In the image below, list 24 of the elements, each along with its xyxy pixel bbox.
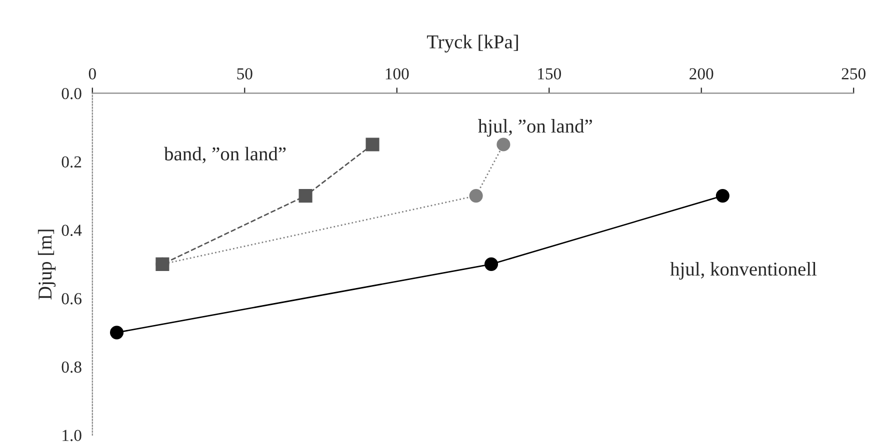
series-label: band, ”on land” bbox=[164, 146, 286, 164]
y-tick-label: 0.6 bbox=[62, 293, 82, 304]
x-tick-label: 100 bbox=[386, 68, 409, 80]
point bbox=[469, 189, 483, 203]
text: hjul, konventionell bbox=[670, 262, 817, 280]
x-tick-label: 200 bbox=[690, 68, 714, 80]
y-tick-label: 0.4 bbox=[62, 224, 82, 236]
y-tick-label: 1.0 bbox=[62, 430, 82, 442]
point bbox=[716, 189, 730, 203]
point bbox=[298, 189, 312, 203]
point bbox=[110, 326, 124, 340]
series-label: hjul, ”on land” bbox=[478, 119, 592, 137]
y-tick-label: 0.2 bbox=[62, 156, 82, 168]
point bbox=[484, 257, 498, 271]
x-axis-title: Tryck [kPa] bbox=[426, 34, 518, 52]
point bbox=[496, 138, 510, 152]
point bbox=[366, 138, 380, 152]
y-tick-label: 0.0 bbox=[62, 88, 82, 100]
x-tick-label: 150 bbox=[538, 68, 561, 80]
y-axis-title: Djup [m] bbox=[38, 230, 56, 300]
x-tick-label: 50 bbox=[237, 68, 252, 80]
y-tick-label: 0.8 bbox=[62, 361, 82, 373]
x-tick-label: 0 bbox=[88, 68, 96, 80]
x-tick-label: 250 bbox=[842, 68, 866, 80]
